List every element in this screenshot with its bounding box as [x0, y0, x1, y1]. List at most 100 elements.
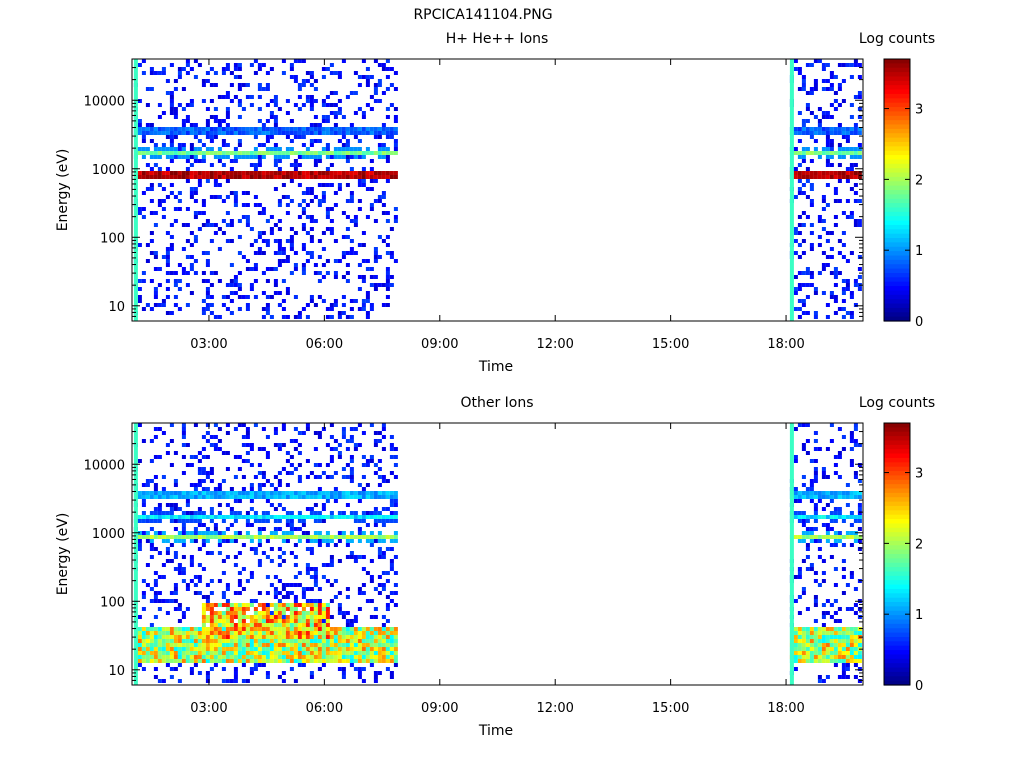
- heatmap-cell: [221, 303, 226, 307]
- colorbar-segment: [884, 277, 910, 283]
- heatmap-cell: [349, 635, 354, 639]
- colorbar-segment: [884, 259, 910, 265]
- heatmap-cell: [177, 651, 182, 655]
- heatmap-cell: [169, 559, 174, 563]
- heatmap-cell: [217, 315, 222, 319]
- heatmap-cell: [177, 627, 182, 631]
- heatmap-cell: [841, 491, 846, 495]
- heatmap-cell: [841, 175, 846, 179]
- heatmap-cell: [853, 627, 858, 631]
- heatmap-cell: [277, 519, 282, 523]
- heatmap-cell: [377, 671, 382, 675]
- heatmap-cell: [265, 635, 270, 639]
- heatmap-cell: [313, 639, 318, 643]
- heatmap-cell: [173, 599, 178, 603]
- heatmap-cell: [245, 679, 250, 683]
- heatmap-cell: [241, 639, 246, 643]
- heatmap-cell: [353, 619, 358, 623]
- heatmap-cell: [373, 283, 378, 287]
- heatmap-cell: [269, 151, 274, 155]
- heatmap-cell: [357, 639, 362, 643]
- heatmap-cell: [209, 131, 214, 135]
- heatmap-cell: [369, 599, 374, 603]
- heatmap-cell: [841, 659, 846, 663]
- heatmap-cell: [317, 475, 322, 479]
- heatmap-cell: [157, 631, 162, 635]
- heatmap-cell: [153, 535, 158, 539]
- heatmap-cell: [349, 439, 354, 443]
- heatmap-cell: [321, 491, 326, 495]
- heatmap-cell: [201, 643, 206, 647]
- colorbar-segment: [884, 615, 910, 621]
- heatmap-cell: [337, 655, 342, 659]
- heatmap-cell: [837, 659, 842, 663]
- heatmap-cell: [857, 287, 862, 291]
- heatmap-cell: [201, 79, 206, 83]
- heatmap-cell: [813, 151, 818, 155]
- heatmap-cell: [341, 311, 346, 315]
- heatmap-cell: [829, 631, 834, 635]
- heatmap-cell: [277, 555, 282, 559]
- heatmap-cell: [173, 295, 178, 299]
- heatmap-cell: [325, 643, 330, 647]
- heatmap-cell: [373, 615, 378, 619]
- heatmap-cell: [333, 491, 338, 495]
- heatmap-cell: [149, 131, 154, 135]
- heatmap-cell: [365, 495, 370, 499]
- heatmap-cell: [313, 647, 318, 651]
- heatmap-cell: [369, 179, 374, 183]
- heatmap-cell: [273, 175, 278, 179]
- heatmap-cell: [793, 459, 798, 463]
- heatmap-cell: [325, 67, 330, 71]
- heatmap-cell: [337, 75, 342, 79]
- heatmap-cell: [313, 539, 318, 543]
- heatmap-cell: [361, 475, 366, 479]
- heatmap-cell: [301, 59, 306, 63]
- heatmap-cell: [349, 511, 354, 515]
- heatmap-cell: [837, 647, 842, 651]
- heatmap-cell: [797, 151, 802, 155]
- heatmap-cell: [185, 587, 190, 591]
- heatmap-cell: [325, 259, 330, 263]
- heatmap-cell: [137, 547, 142, 551]
- heatmap-cell: [309, 491, 314, 495]
- heatmap-cell: [837, 655, 842, 659]
- colorbar-segment: [884, 588, 910, 594]
- y-tick-label: 10: [108, 664, 125, 679]
- heatmap-cell: [801, 271, 806, 275]
- heatmap-cell: [233, 539, 238, 543]
- heatmap-cell: [349, 551, 354, 555]
- heatmap-cell: [837, 475, 842, 479]
- heatmap-cell: [329, 219, 334, 223]
- heatmap-cell: [169, 439, 174, 443]
- heatmap-cell: [281, 491, 286, 495]
- heatmap-cell: [809, 643, 814, 647]
- heatmap-cell: [245, 435, 250, 439]
- heatmap-cell: [209, 139, 214, 143]
- heatmap-cell: [201, 307, 206, 311]
- heatmap-cell: [821, 611, 826, 615]
- heatmap-cell: [273, 443, 278, 447]
- heatmap-cell: [193, 511, 198, 515]
- heatmap-cell: [365, 267, 370, 271]
- heatmap-cell: [161, 639, 166, 643]
- heatmap-cell: [253, 267, 258, 271]
- heatmap-cell: [149, 639, 154, 643]
- heatmap-cell: [181, 123, 186, 127]
- heatmap-cell: [293, 75, 298, 79]
- heatmap-cell: [809, 247, 814, 251]
- heatmap-cell: [809, 635, 814, 639]
- heatmap-cell: [173, 527, 178, 531]
- heatmap-cell: [153, 579, 158, 583]
- edge-spike: [789, 423, 794, 685]
- heatmap-cell: [825, 531, 830, 535]
- heatmap-cell: [805, 439, 810, 443]
- colorbar-segment: [884, 532, 910, 538]
- heatmap-cell: [261, 63, 266, 67]
- heatmap-cell: [357, 527, 362, 531]
- heatmap-cell: [853, 123, 858, 127]
- heatmap-cell: [825, 131, 830, 135]
- heatmap-cell: [329, 171, 334, 175]
- heatmap-cell: [313, 171, 318, 175]
- heatmap-cell: [269, 631, 274, 635]
